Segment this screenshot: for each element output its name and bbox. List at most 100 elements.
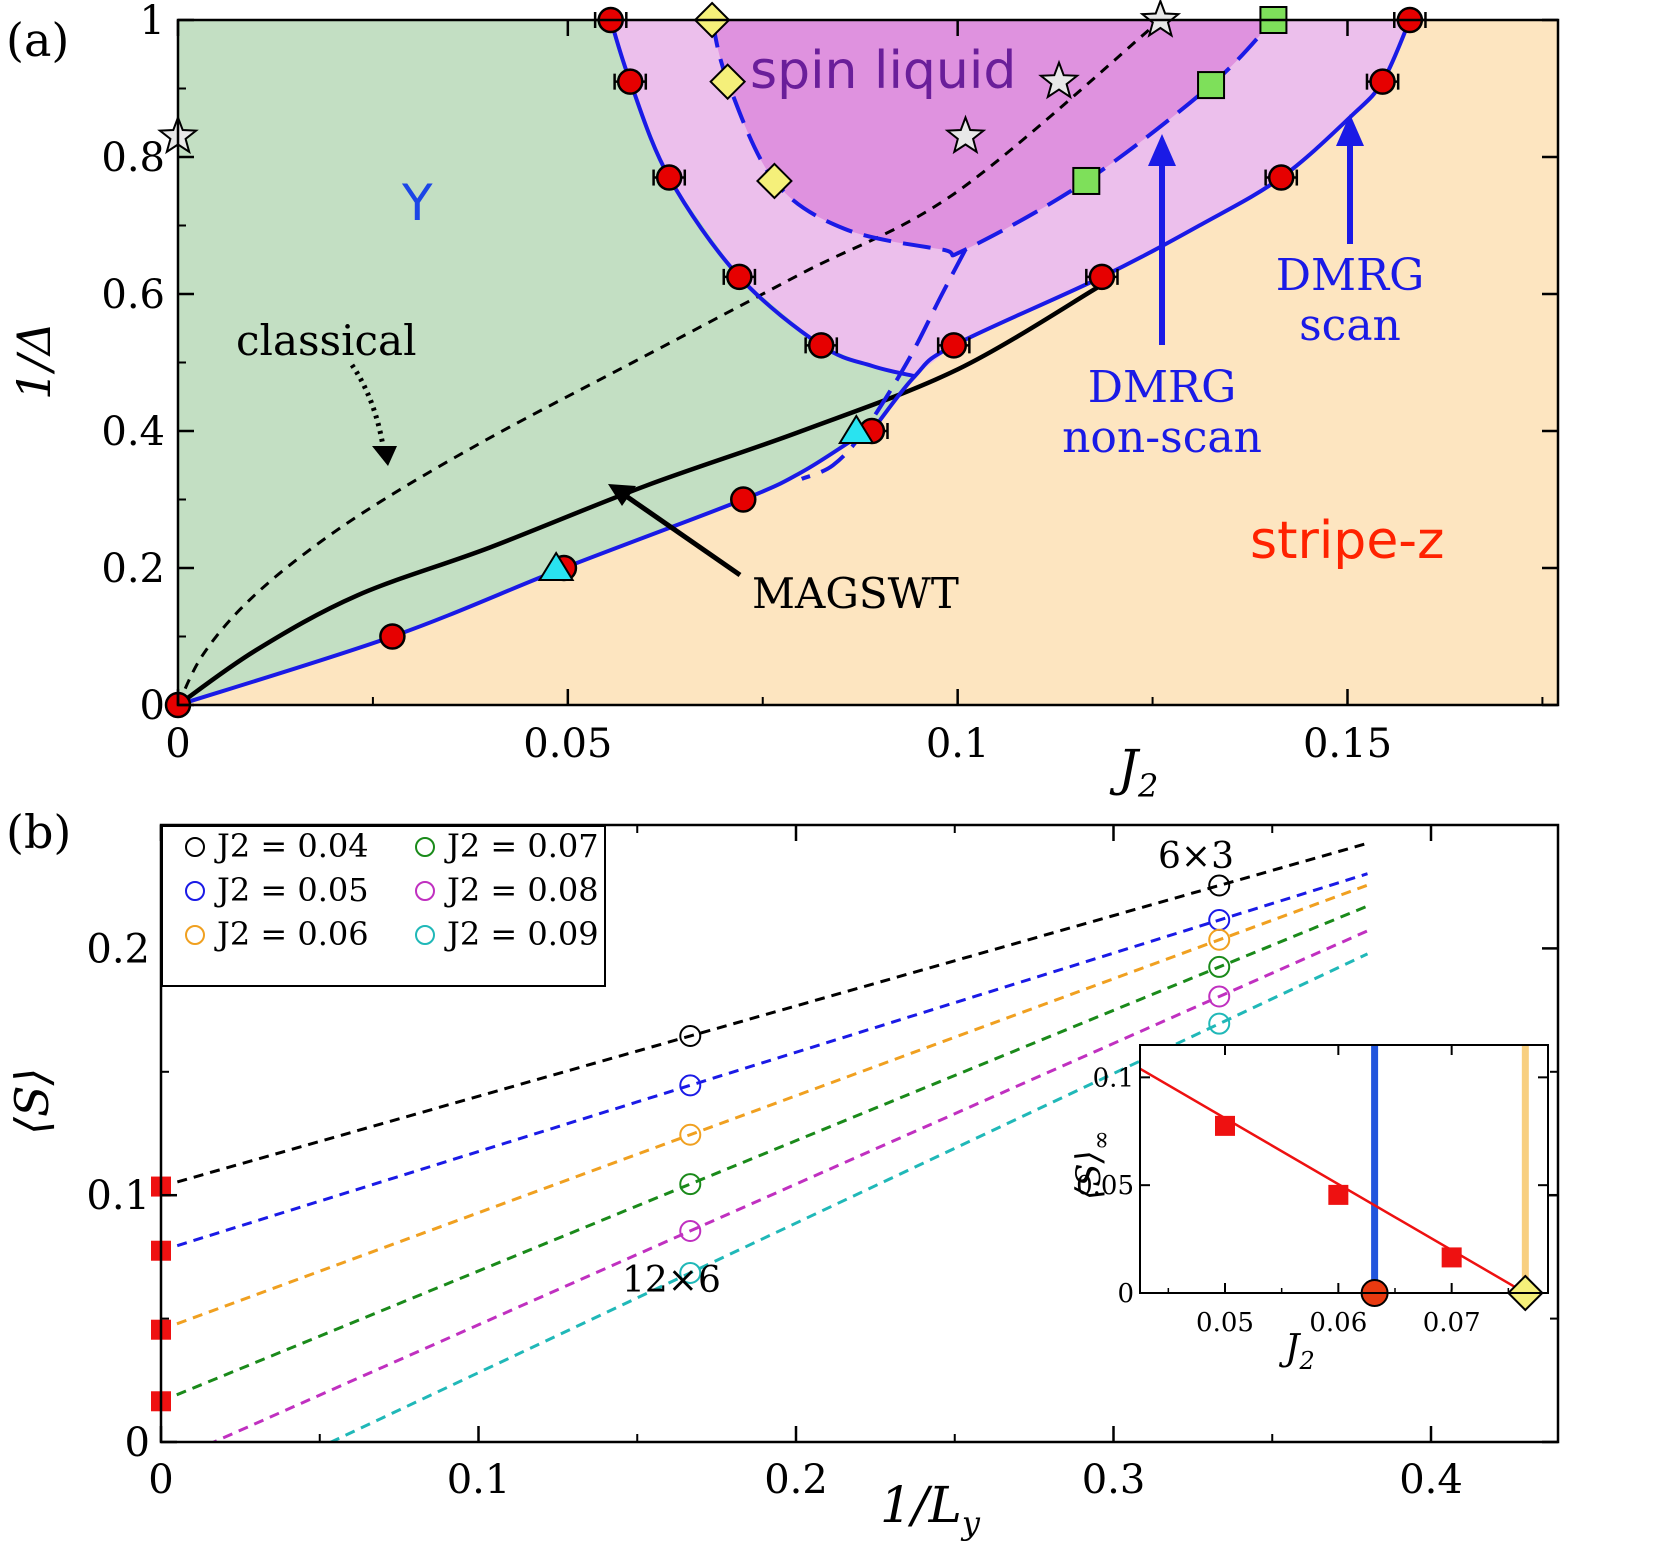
classical-arrow bbox=[349, 363, 387, 453]
inset-x-tick-label-2: 0.07 bbox=[1423, 1308, 1481, 1338]
legend-marker-2 bbox=[185, 925, 205, 945]
inset: 0.05 0.06 0.07 0 0.05 0.1 J2 ⟨S⟩∞ bbox=[1069, 1044, 1549, 1375]
star-marker-1 bbox=[944, 114, 987, 155]
dmrg-scan-label-line1: DMRG bbox=[1276, 250, 1425, 301]
circle-marker-6 bbox=[807, 332, 835, 359]
panel-a-ylabel: 1/Δ bbox=[7, 322, 61, 400]
classical-arrowhead bbox=[372, 446, 397, 466]
stripe-z-label: stripe-z bbox=[1250, 511, 1444, 571]
circle-marker-3 bbox=[730, 486, 757, 513]
dmrg-nonscan-label-line2: non-scan bbox=[1062, 412, 1262, 463]
dmrg-nonscan-label-line1: DMRG bbox=[1088, 362, 1237, 413]
data-point-series-1-0 bbox=[679, 1074, 702, 1097]
legend-marker-1 bbox=[185, 881, 205, 901]
panel-a-markers bbox=[157, 0, 1427, 719]
square-marker-1 bbox=[1197, 71, 1226, 100]
panel-b: 0 0.1 0.2 0.3 0.4 0 0.1 0.2 (b) 1/Ly ⟨S⟩ 6×3 12… bbox=[5, 805, 1560, 1542]
legend-label-3: J2 = 0.07 bbox=[444, 827, 599, 865]
spin-liquid-label: spin liquid bbox=[750, 41, 1016, 101]
star-marker-3 bbox=[1139, 0, 1182, 38]
circle-marker-10 bbox=[1267, 164, 1295, 191]
panel-b-ylabel: ⟨S⟩ bbox=[5, 1068, 59, 1135]
data-point-series-2-1 bbox=[1208, 928, 1231, 951]
inset-yellow-band bbox=[1521, 1045, 1529, 1293]
y-tick-label-a-3: 0.6 bbox=[101, 272, 165, 318]
y-tick-label-a-0: 0 bbox=[140, 683, 165, 729]
dmrg-scan-label-line2: scan bbox=[1299, 300, 1401, 351]
circle-marker-11 bbox=[616, 68, 644, 95]
x-tick-label-a-1: 0.05 bbox=[523, 721, 612, 767]
data-point-series-5-1 bbox=[1208, 1012, 1231, 1035]
diamond-marker-1 bbox=[709, 63, 747, 101]
star-marker-2 bbox=[1038, 59, 1080, 100]
magswt-arrow bbox=[624, 493, 742, 578]
inset-x-tick-label-1: 0.06 bbox=[1309, 1308, 1367, 1338]
inset-ticks: 0.05 0.06 0.07 0 0.05 0.1 bbox=[1076, 1045, 1548, 1338]
panel-b-label: (b) bbox=[6, 805, 71, 859]
legend-marker-5 bbox=[415, 925, 435, 945]
data-point-series-5-0 bbox=[679, 1261, 702, 1284]
dmrg-nonscan-arrowhead bbox=[1148, 134, 1176, 166]
panel-b-ticks: 0 0.1 0.2 0.3 0.4 0 0.1 0.2 bbox=[86, 825, 1558, 1503]
size-label-6x3: 6×3 bbox=[1158, 836, 1234, 877]
inset-y-tick-label-1: 0.05 bbox=[1076, 1171, 1134, 1201]
x-tick-label-b-3: 0.3 bbox=[1082, 1457, 1146, 1503]
x-tick-label-a-2: 0.1 bbox=[926, 721, 990, 767]
y-tick-label-a-1: 0.2 bbox=[101, 546, 165, 592]
circle-marker-1 bbox=[379, 623, 406, 650]
classical-boundary-line bbox=[178, 20, 1162, 705]
panel-b-xlabel: 1/Ly bbox=[880, 1476, 981, 1542]
inset-frame bbox=[1139, 1044, 1549, 1294]
size-label-12x6: 12×6 bbox=[622, 1260, 721, 1301]
diamond-marker-2 bbox=[756, 162, 793, 200]
spin-liquid-region-dark bbox=[712, 20, 1274, 256]
legend-label-4: J2 = 0.08 bbox=[444, 871, 599, 909]
circle-marker-12 bbox=[1369, 68, 1396, 95]
x-tick-label-b-0: 0 bbox=[148, 1457, 173, 1503]
legend-label-0: J2 = 0.04 bbox=[214, 827, 369, 865]
panel-b-frame bbox=[159, 823, 1560, 1444]
inset-blue-band bbox=[1371, 1045, 1379, 1293]
data-point-series-0-0 bbox=[679, 1025, 702, 1048]
y-phase-label: Y bbox=[401, 174, 433, 232]
inset-point-0 bbox=[1215, 1115, 1235, 1136]
data-point-series-0-1 bbox=[1208, 874, 1231, 897]
legend-box bbox=[161, 825, 606, 987]
inset-point-1 bbox=[1328, 1184, 1349, 1205]
y-tick-label-a-4: 0.8 bbox=[101, 135, 165, 181]
y-tick-label-a-5: 1 bbox=[140, 0, 165, 44]
y-phase-region bbox=[178, 20, 915, 705]
inset-point-2 bbox=[1441, 1247, 1462, 1268]
data-point-series-4-0 bbox=[679, 1219, 702, 1242]
legend-label-5: J2 = 0.09 bbox=[444, 915, 599, 953]
inset-background bbox=[1140, 1045, 1548, 1293]
classical-annotation: classical bbox=[236, 316, 417, 365]
triangle-marker-1 bbox=[838, 414, 875, 444]
x-tick-label-a-3: 0.15 bbox=[1303, 721, 1392, 767]
legend: J2 = 0.04 J2 = 0.05 J2 = 0.06 J2 = 0.07 J2 =… bbox=[161, 825, 606, 987]
legend-marker-0 bbox=[185, 837, 205, 857]
dmrg-scan-boundary-line bbox=[870, 20, 1412, 433]
x-tick-label-b-2: 0.2 bbox=[764, 1457, 828, 1503]
legend-label-2: J2 = 0.06 bbox=[214, 915, 369, 953]
y-tick-label-b-0: 0 bbox=[125, 1420, 150, 1466]
panel-a-ticks: 0 0.05 0.1 0.15 0 0.2 0.4 0.6 0.8 1 bbox=[101, 0, 1558, 767]
inset-xlabel: J2 bbox=[1278, 1328, 1315, 1375]
x-tick-label-a-0: 0 bbox=[165, 721, 190, 767]
square-marker-2 bbox=[1072, 166, 1101, 195]
inset-x-tick-label-0: 0.05 bbox=[1196, 1308, 1254, 1338]
circle-marker-9 bbox=[655, 164, 683, 191]
magswt-arrowhead bbox=[608, 484, 636, 506]
fit-line-series-3 bbox=[161, 904, 1369, 1403]
inset-ylabel: ⟨S⟩∞ bbox=[1069, 1130, 1115, 1200]
dmrg-lower-boundary-line bbox=[178, 429, 873, 705]
legend-label-1: J2 = 0.05 bbox=[214, 871, 369, 909]
data-point-series-3-1 bbox=[1208, 955, 1231, 978]
data-point-series-3-0 bbox=[679, 1173, 702, 1196]
fit-line-series-2 bbox=[161, 883, 1369, 1332]
y-tick-label-b-2: 0.2 bbox=[86, 926, 150, 972]
legend-marker-3 bbox=[415, 837, 435, 857]
panel-a-xlabel: J2 bbox=[1109, 739, 1158, 805]
